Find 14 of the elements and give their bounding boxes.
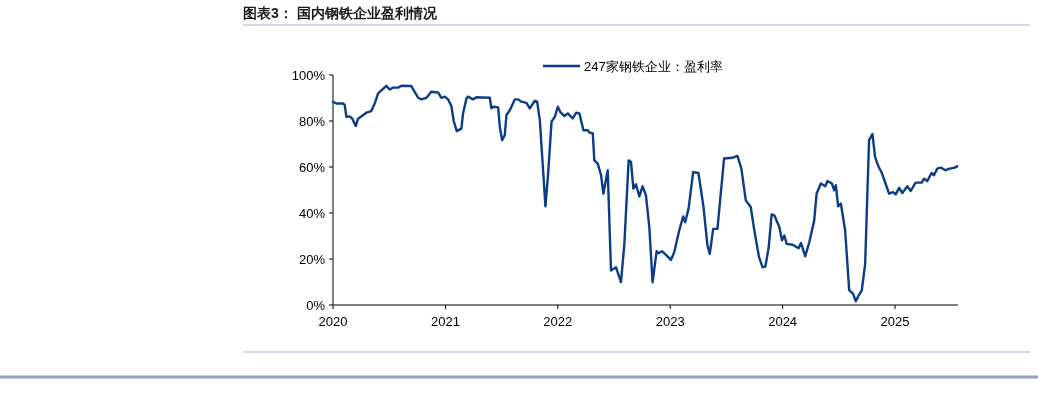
y-tick-label: 60% bbox=[298, 159, 326, 175]
y-tick-label: 40% bbox=[298, 205, 326, 221]
legend-label: 247家钢铁企业：盈利率 bbox=[584, 58, 723, 74]
x-tick-label: 2024 bbox=[768, 314, 798, 329]
x-tick-label: 2022 bbox=[543, 314, 573, 329]
x-tick-label: 2023 bbox=[655, 314, 685, 329]
y-tick-label: 20% bbox=[298, 251, 326, 267]
x-tick-label: 2025 bbox=[880, 314, 910, 329]
y-tick-label: 80% bbox=[298, 113, 326, 129]
x-tick-label: 2021 bbox=[430, 314, 460, 329]
chart-title: 图表3： 国内钢铁企业盈利情况 bbox=[243, 5, 438, 21]
x-tick-label: 2020 bbox=[318, 314, 348, 329]
y-tick-label: 100% bbox=[291, 67, 326, 83]
y-tick-label: 0% bbox=[306, 297, 326, 313]
